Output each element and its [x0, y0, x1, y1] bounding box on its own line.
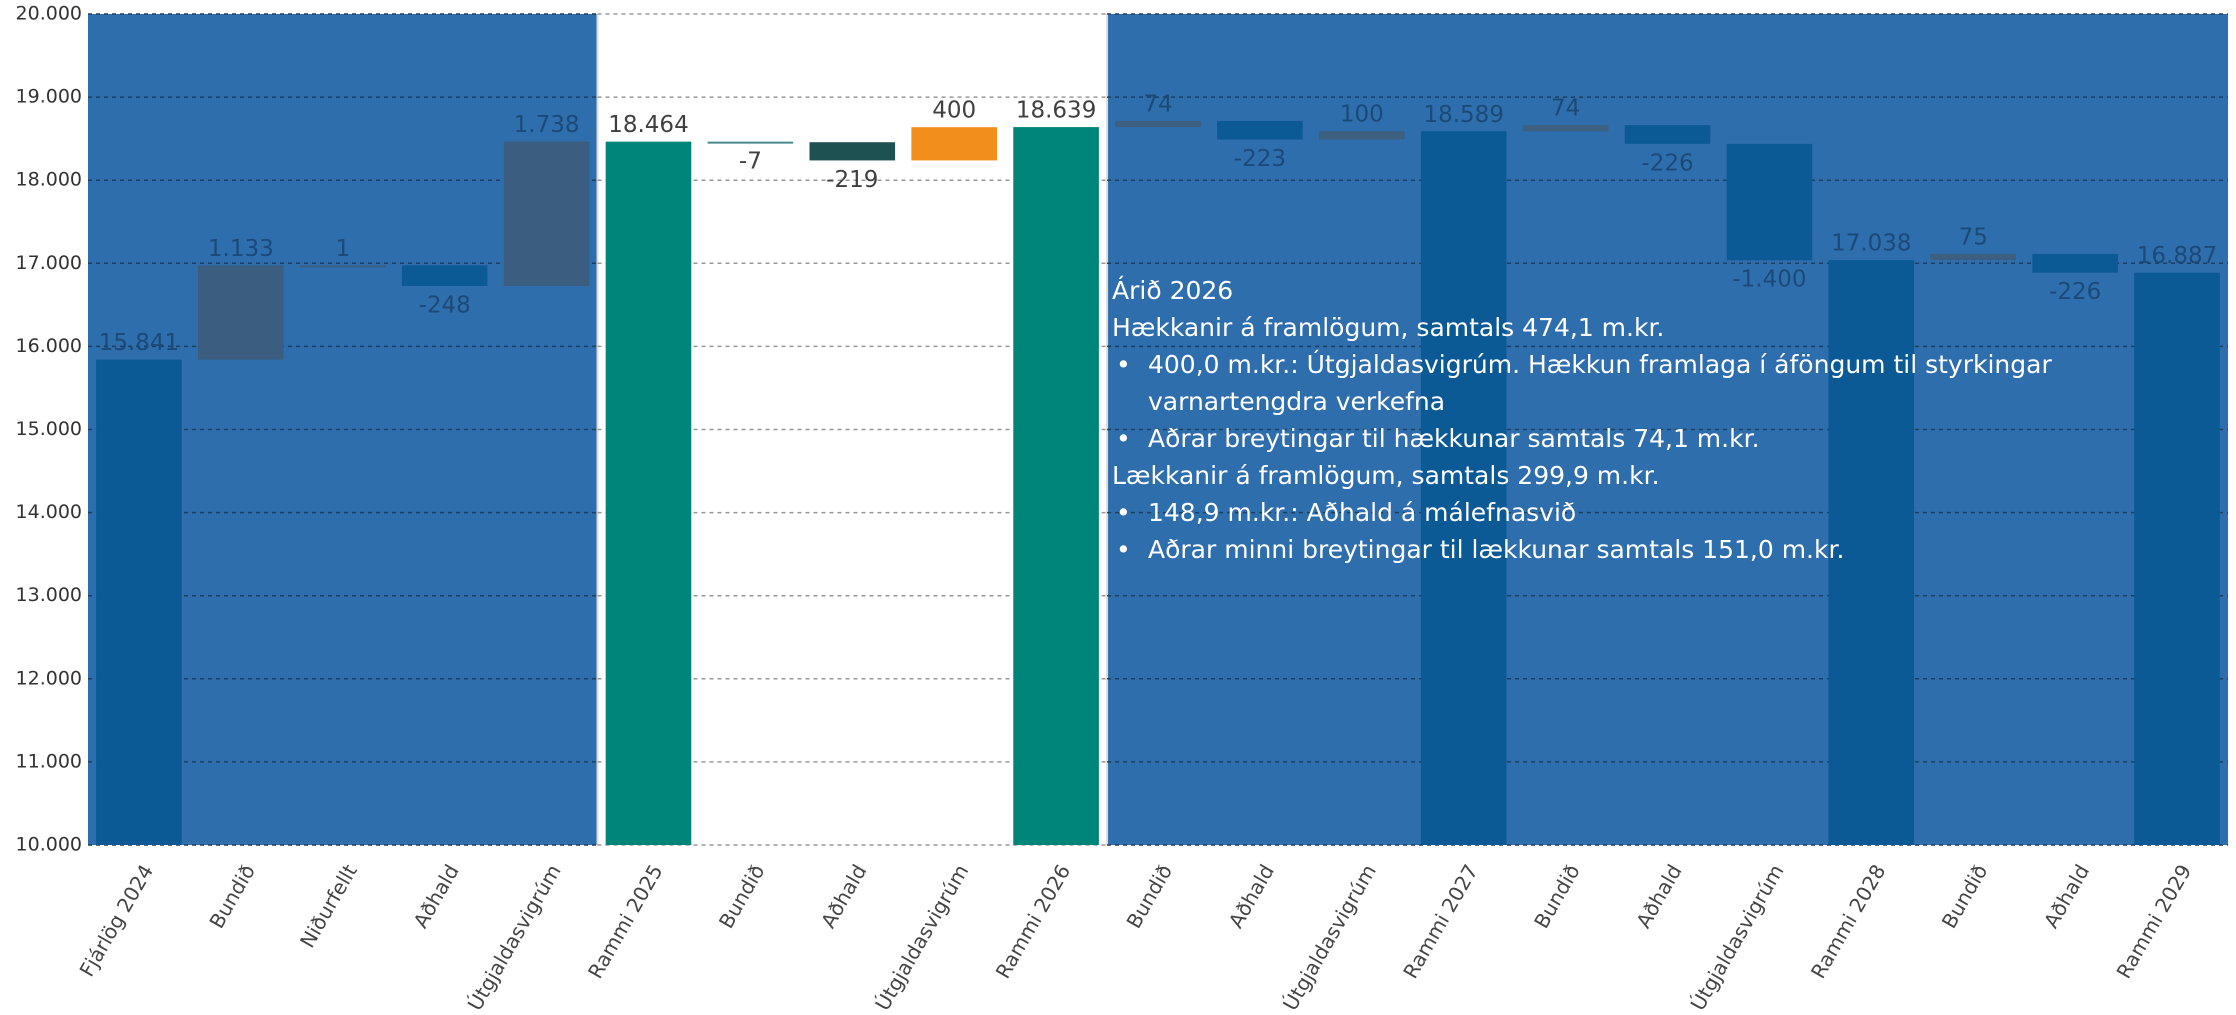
x-tick-label: Aðhald [816, 860, 871, 932]
bar [1624, 125, 1711, 144]
x-tick-label: Bundið [1529, 860, 1585, 932]
x-tick-label: Fjárlög 2024 [75, 860, 158, 981]
x-tick-label: Bundið [1122, 860, 1178, 932]
bar [1013, 127, 1099, 845]
value-label: -7 [739, 149, 762, 175]
value-label: -226 [1641, 150, 1693, 176]
annotation-bullet: 400,0 m.kr.: Útgjaldasvigrúm. Hækkun fra… [1112, 346, 2112, 420]
y-tick-label: 17.000 [16, 252, 82, 274]
bar [1726, 143, 1813, 261]
x-tick-label: Rammi 2027 [1398, 860, 1483, 982]
x-tick-label: Útgjaldasvigrúm [870, 860, 973, 1014]
value-label: 18.464 [608, 112, 688, 138]
x-tick-label: Aðhald [408, 860, 463, 932]
x-tick-label: Útgjaldasvigrúm [1278, 860, 1381, 1014]
x-tick-label: Bundið [204, 860, 260, 932]
x-tick-label: Rammi 2029 [2112, 860, 2197, 982]
bar [401, 265, 488, 286]
value-label: -223 [1234, 146, 1286, 172]
value-label: 18.589 [1423, 102, 1503, 128]
bar [1930, 253, 2017, 261]
annotation-bullet: Aðrar breytingar til hækkunar samtals 74… [1112, 420, 2112, 457]
bar [1319, 131, 1405, 140]
annotation-heading: Lækkanir á framlögum, samtals 299,9 m.kr… [1112, 461, 1660, 490]
y-tick-label: 16.000 [16, 335, 82, 357]
bar [198, 265, 284, 360]
bar [299, 265, 386, 268]
value-label: 1.738 [514, 112, 580, 138]
x-tick-label: Útgjaldasvigrúm [1686, 860, 1789, 1014]
y-tick-label: 19.000 [16, 86, 82, 108]
value-label: 17.038 [1831, 231, 1911, 257]
annotation-bullet: 148,9 m.kr.: Aðhald á málefnasvið [1112, 494, 2112, 531]
value-label: 1 [335, 236, 350, 262]
bar [503, 141, 590, 286]
value-label: 16.887 [2137, 243, 2217, 269]
value-label: 75 [1959, 224, 1988, 250]
bar [1217, 120, 1303, 140]
value-label: 74 [1551, 96, 1580, 122]
bar [96, 359, 182, 845]
bar [1420, 131, 1507, 846]
value-label: 74 [1143, 91, 1172, 117]
value-label: 15.841 [99, 330, 179, 356]
y-tick-label: 10.000 [16, 834, 82, 856]
x-tick-label: Rammi 2026 [991, 860, 1076, 982]
y-tick-label: 18.000 [16, 169, 82, 191]
value-label: -219 [826, 167, 878, 193]
value-label: 1.133 [208, 236, 274, 262]
x-tick-label: Aðhald [1224, 860, 1279, 932]
x-tick-label: Bundið [1937, 860, 1993, 932]
value-label: 100 [1340, 102, 1384, 128]
bar [1115, 120, 1201, 128]
y-tick-label: 13.000 [16, 584, 82, 606]
value-label: -226 [2049, 279, 2101, 305]
bar [809, 142, 896, 161]
annotation-heading: Hækkanir á framlögum, samtals 474,1 m.kr… [1112, 313, 1665, 342]
x-tick-label: Útgjaldasvigrúm [463, 860, 566, 1014]
x-tick-label: Aðhald [1631, 860, 1686, 932]
value-label: -248 [419, 292, 471, 318]
annotation: Árið 2026 Hækkanir á framlögum, samtals … [1112, 272, 2112, 568]
x-tick-label: Niðurfellt [295, 860, 362, 952]
bar [605, 141, 692, 845]
bar [2134, 272, 2220, 845]
y-tick-label: 20.000 [16, 3, 82, 25]
value-label: -1.400 [1732, 267, 1806, 293]
x-tick-label: Rammi 2028 [1806, 860, 1891, 982]
value-label: 18.639 [1016, 98, 1096, 124]
y-tick-label: 11.000 [16, 750, 82, 772]
y-tick-label: 14.000 [16, 501, 82, 523]
annotation-title: Árið 2026 [1112, 276, 1234, 305]
x-tick-label: Bundið [714, 860, 770, 932]
value-label: 400 [932, 98, 976, 124]
x-tick-label: Aðhald [2039, 860, 2094, 932]
y-tick-label: 12.000 [16, 667, 82, 689]
bar [2032, 253, 2118, 273]
bar [1522, 125, 1609, 132]
y-tick-label: 15.000 [16, 418, 82, 440]
bar [911, 127, 997, 161]
x-tick-label: Rammi 2025 [583, 860, 668, 982]
bar [707, 141, 794, 144]
annotation-bullet: Aðrar minni breytingar til lækkunar samt… [1112, 531, 2112, 568]
